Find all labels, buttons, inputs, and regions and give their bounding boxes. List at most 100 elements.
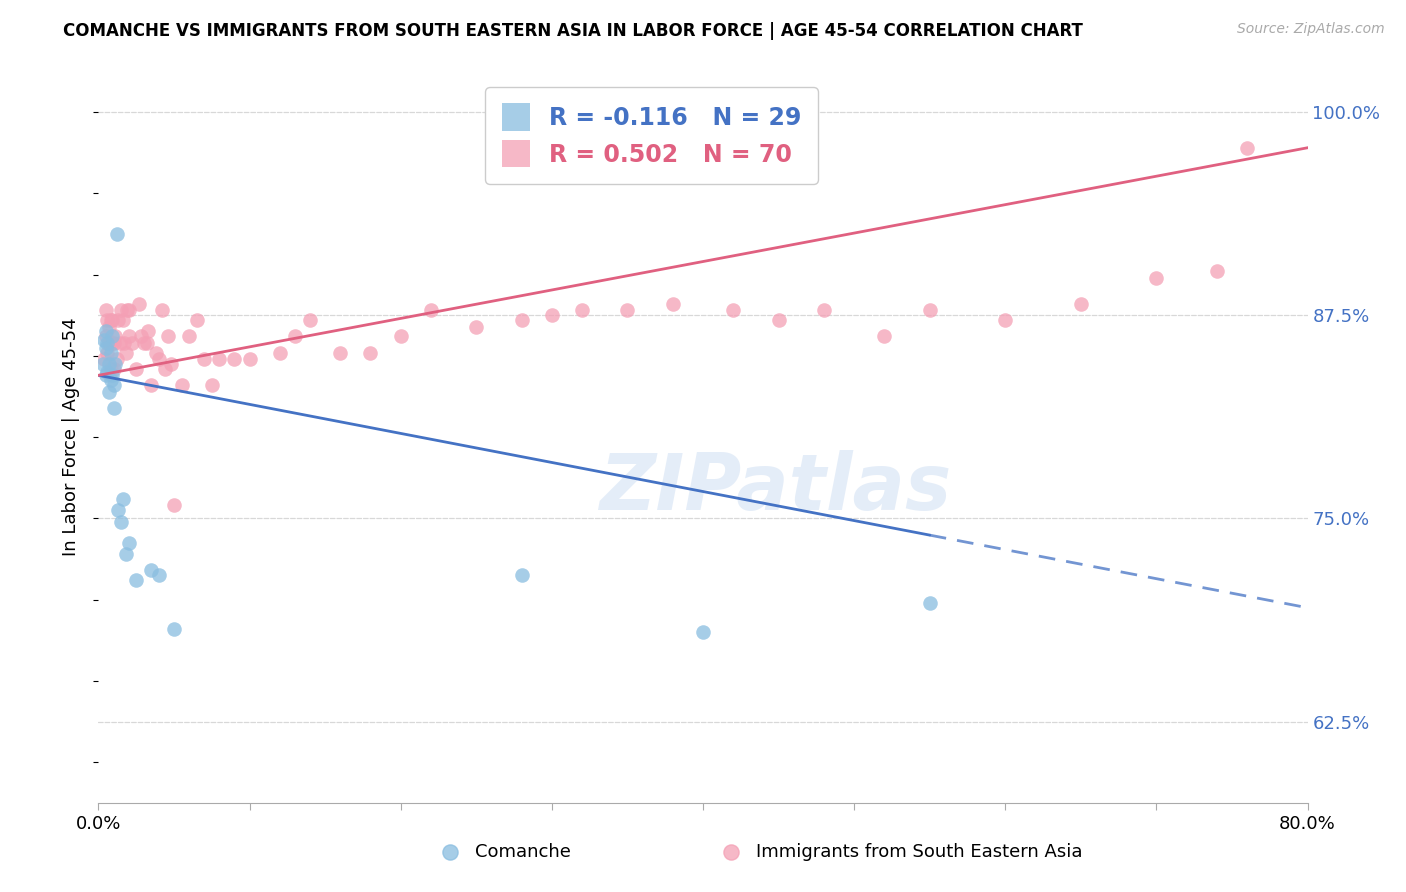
- Point: [105, 227, 128, 241]
- Point: [105, 352, 128, 367]
- Point: [96, 345, 118, 359]
- Point: [101, 329, 124, 343]
- Point: [186, 313, 208, 327]
- Point: [115, 303, 138, 318]
- Point: [170, 378, 193, 392]
- Point: [93, 333, 115, 347]
- Point: [103, 361, 125, 376]
- Point: [918, 596, 941, 610]
- Point: [104, 357, 127, 371]
- Point: [91, 357, 114, 371]
- Point: [813, 303, 835, 318]
- Point: [299, 313, 322, 327]
- Point: [994, 313, 1017, 327]
- Point: [118, 329, 141, 343]
- Point: [179, 329, 201, 343]
- Point: [153, 361, 176, 376]
- Point: [110, 303, 132, 318]
- Point: [1206, 264, 1229, 278]
- Point: [110, 515, 132, 529]
- Point: [163, 622, 186, 636]
- Point: [284, 329, 307, 343]
- Point: [540, 308, 562, 322]
- Y-axis label: In Labor Force | Age 45-54: In Labor Force | Age 45-54: [62, 318, 80, 557]
- Point: [96, 365, 118, 379]
- Text: ZIPatlas: ZIPatlas: [599, 450, 952, 526]
- Point: [100, 361, 122, 376]
- Point: [135, 335, 157, 350]
- Point: [118, 303, 141, 318]
- Point: [510, 568, 533, 582]
- Point: [163, 499, 186, 513]
- Point: [150, 303, 173, 318]
- Point: [96, 335, 118, 350]
- Point: [103, 378, 125, 392]
- Point: [121, 335, 143, 350]
- Point: [465, 319, 488, 334]
- Point: [141, 378, 163, 392]
- Point: [94, 368, 117, 383]
- Point: [100, 345, 122, 359]
- Point: [918, 303, 941, 318]
- Point: [136, 325, 159, 339]
- Point: [616, 303, 638, 318]
- Point: [208, 352, 231, 367]
- Point: [94, 325, 117, 339]
- Text: Source: ZipAtlas.com: Source: ZipAtlas.com: [1237, 22, 1385, 37]
- Point: [269, 345, 291, 359]
- Text: Immigrants from South Eastern Asia: Immigrants from South Eastern Asia: [756, 843, 1083, 861]
- Point: [94, 341, 117, 355]
- Point: [94, 329, 117, 343]
- Point: [420, 303, 443, 318]
- Point: [101, 335, 124, 350]
- Point: [768, 313, 790, 327]
- Point: [104, 329, 127, 343]
- Point: [112, 335, 135, 350]
- Point: [101, 313, 124, 327]
- Point: [329, 345, 352, 359]
- Point: [193, 352, 215, 367]
- Legend: R = -0.116   N = 29, R = 0.502   N = 70: R = -0.116 N = 29, R = 0.502 N = 70: [485, 87, 818, 184]
- Point: [160, 357, 183, 371]
- Point: [111, 491, 134, 506]
- Point: [128, 297, 150, 311]
- Point: [108, 335, 131, 350]
- Point: [360, 345, 382, 359]
- Point: [101, 368, 124, 383]
- Point: [510, 313, 533, 327]
- Point: [1070, 297, 1092, 311]
- Point: [145, 345, 167, 359]
- Point: [239, 352, 262, 367]
- Point: [156, 329, 179, 343]
- Point: [98, 319, 121, 334]
- Point: [114, 345, 136, 359]
- Point: [96, 313, 118, 327]
- Point: [100, 373, 122, 387]
- Text: Comanche: Comanche: [475, 843, 571, 861]
- Point: [103, 401, 125, 415]
- Point: [148, 568, 170, 582]
- Point: [720, 845, 742, 859]
- Point: [1236, 141, 1258, 155]
- Point: [132, 335, 155, 350]
- Text: COMANCHE VS IMMIGRANTS FROM SOUTH EASTERN ASIA IN LABOR FORCE | AGE 45-54 CORREL: COMANCHE VS IMMIGRANTS FROM SOUTH EASTER…: [63, 22, 1083, 40]
- Point: [692, 625, 714, 640]
- Point: [125, 361, 148, 376]
- Point: [389, 329, 412, 343]
- Point: [98, 335, 121, 350]
- Point: [111, 313, 134, 327]
- Point: [93, 352, 115, 367]
- Point: [723, 303, 745, 318]
- Point: [114, 547, 136, 561]
- Point: [107, 313, 129, 327]
- Point: [224, 352, 246, 367]
- Point: [100, 313, 122, 327]
- Point: [661, 297, 683, 311]
- Point: [98, 384, 121, 399]
- Point: [129, 329, 152, 343]
- Point: [148, 352, 170, 367]
- Point: [118, 535, 141, 549]
- Point: [125, 573, 148, 587]
- Point: [103, 335, 125, 350]
- Point: [1144, 270, 1167, 285]
